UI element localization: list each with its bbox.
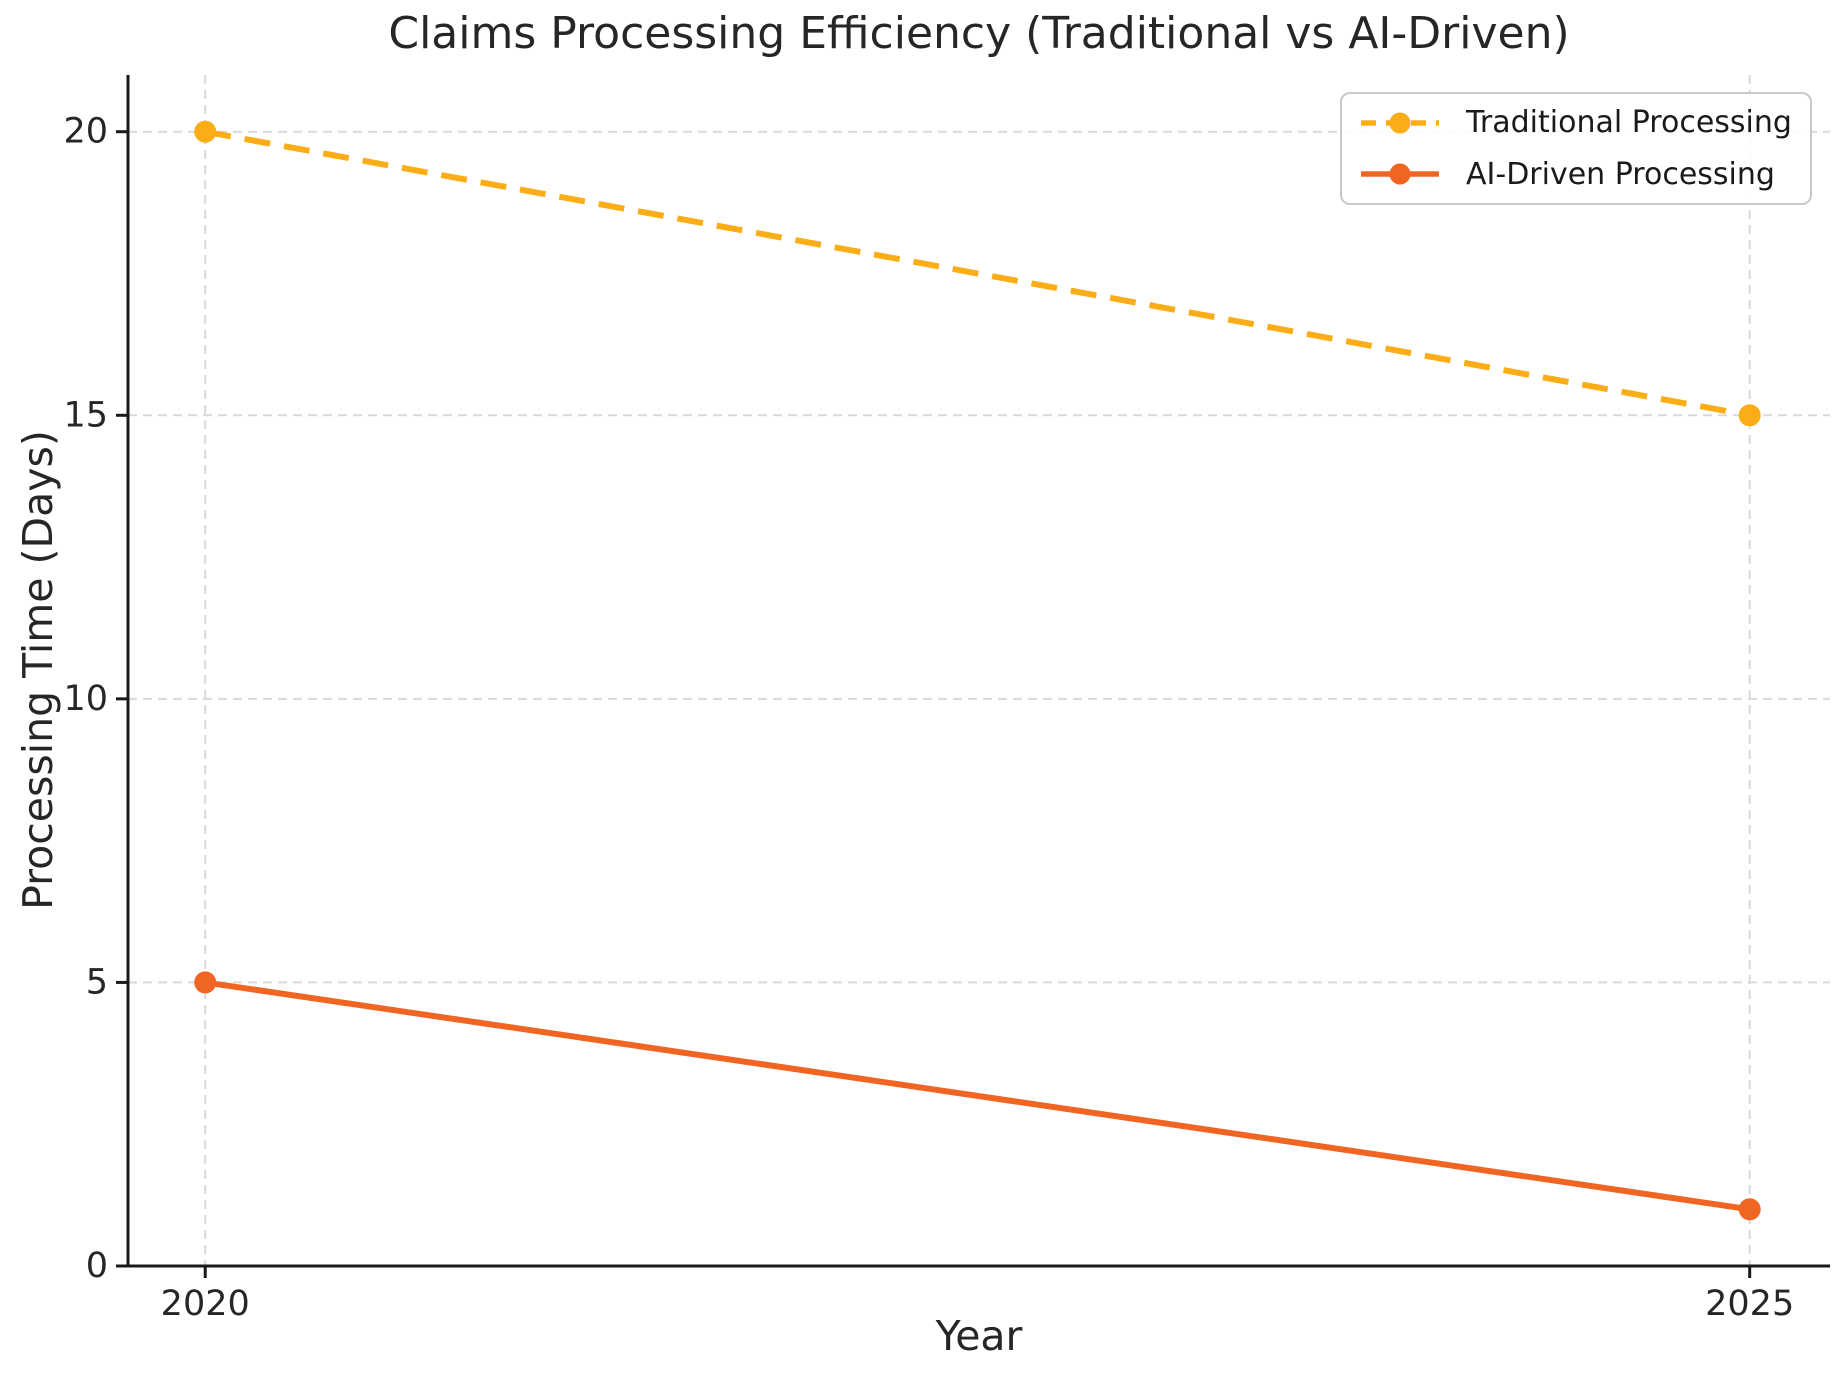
series-line-1 xyxy=(204,979,1751,1213)
chart-title: Claims Processing Efficiency (Traditiona… xyxy=(388,8,1570,59)
x-tick-label: 2025 xyxy=(1705,1284,1794,1324)
y-tick-label: 5 xyxy=(86,962,108,1002)
data-point-1 xyxy=(194,971,217,994)
legend-label: Traditional Processing xyxy=(1466,105,1792,141)
legend-entry: AI-Driven Processing xyxy=(1358,152,1798,198)
y-tick-label: 15 xyxy=(63,395,108,435)
y-tick-label: 0 xyxy=(86,1246,108,1286)
data-point-0 xyxy=(194,120,217,143)
legend-marker xyxy=(1389,163,1411,185)
data-point-0 xyxy=(1738,404,1761,427)
y-tick-label: 10 xyxy=(63,679,108,719)
x-tick-label: 2020 xyxy=(161,1284,250,1324)
legend-line-sample xyxy=(1361,112,1439,134)
legend-marker xyxy=(1389,112,1411,134)
legend-line-sample xyxy=(1361,163,1439,185)
series-line-0 xyxy=(204,128,1751,419)
x-axis-label: Year xyxy=(935,1312,1023,1360)
legend: Traditional Processing AI-Driven Processi… xyxy=(1340,92,1812,205)
y-axis-label: Processing Time (Days) xyxy=(14,430,62,910)
data-point-1 xyxy=(1738,1198,1761,1221)
legend-entry: Traditional Processing xyxy=(1358,100,1798,146)
legend-label: AI-Driven Processing xyxy=(1466,156,1775,192)
y-tick-label: 20 xyxy=(63,112,108,152)
